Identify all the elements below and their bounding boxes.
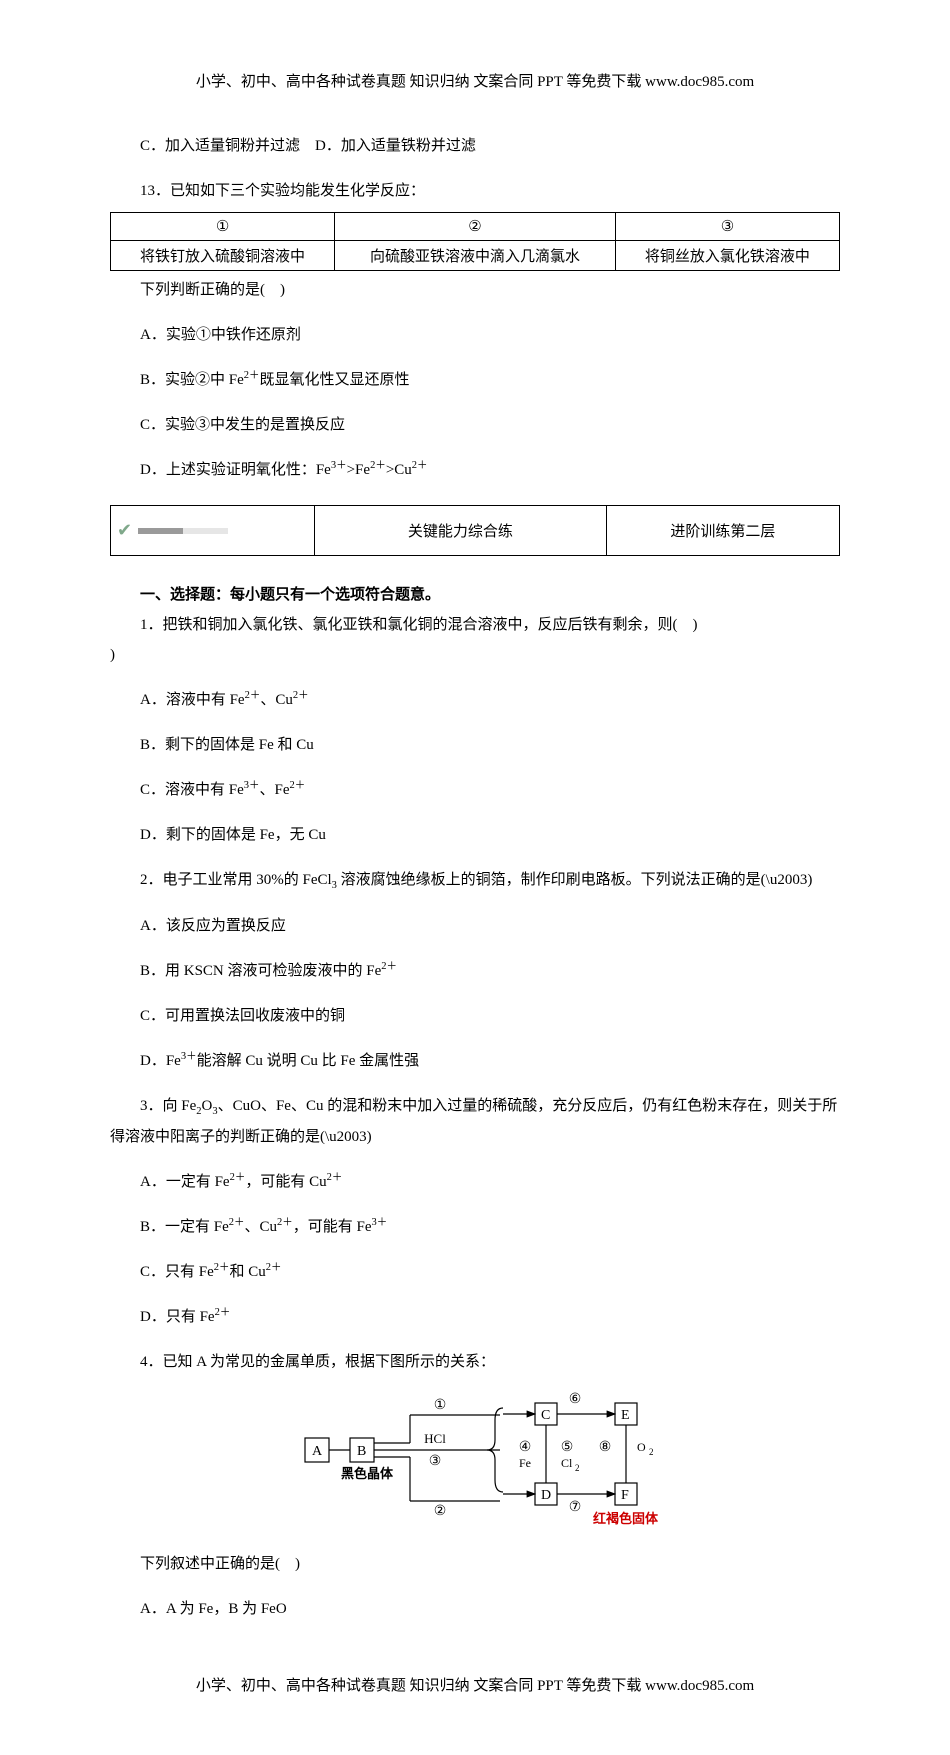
svg-text:Fe: Fe — [519, 1456, 531, 1470]
reaction-diagram: AB黑色晶体①②HCl③C⑥D⑦④⑤FeCl2EF⑧O2红褐色固体 — [110, 1383, 840, 1543]
q13-d-text: D．上述实验证明氧化性：Fe — [140, 462, 331, 478]
svg-text:C: C — [541, 1408, 550, 1423]
svg-text:B: B — [357, 1444, 366, 1459]
q3-option-d: D．只有 Fe2＋ — [110, 1302, 840, 1332]
svg-text:⑤: ⑤ — [561, 1440, 574, 1455]
q2-option-c: C．可用置换法回收废液中的铜 — [110, 1001, 840, 1031]
table-header-3: ③ — [615, 213, 839, 241]
section-box: ✔ 关键能力综合练 进阶训练第二层 — [110, 505, 840, 556]
q1-close-paren: ) — [110, 640, 840, 670]
progress-bar — [138, 528, 228, 534]
svg-text:⑦: ⑦ — [569, 1500, 582, 1515]
q2-option-d: D．Fe3＋能溶解 Cu 说明 Cu 比 Fe 金属性强 — [110, 1046, 840, 1076]
svg-text:①: ① — [434, 1398, 447, 1413]
q13-stem: 13．已知如下三个实验均能发生化学反应： — [110, 176, 840, 206]
svg-text:E: E — [621, 1408, 630, 1423]
svg-text:2: 2 — [649, 1447, 654, 1457]
table-header-1: ① — [111, 213, 335, 241]
table-cell-2: 向硫酸亚铁溶液中滴入几滴氯水 — [335, 241, 616, 271]
q2-option-b: B．用 KSCN 溶液可检验废液中的 Fe2＋ — [110, 956, 840, 986]
q1-option-a: A．溶液中有 Fe2＋、Cu2＋ — [110, 685, 840, 715]
svg-text:HCl: HCl — [424, 1431, 446, 1446]
page-footer: 小学、初中、高中各种试卷真题 知识归纳 文案合同 PPT 等免费下载 www.d… — [110, 1674, 840, 1695]
q1-option-b: B．剩下的固体是 Fe 和 Cu — [110, 730, 840, 760]
svg-text:红褐色固体: 红褐色固体 — [593, 1511, 659, 1526]
q3-stem: 3．向 Fe2O3、CuO、Fe、Cu 的混和粉末中加入过量的稀硫酸，充分反应后… — [110, 1091, 840, 1152]
svg-text:⑥: ⑥ — [569, 1392, 582, 1407]
svg-text:②: ② — [434, 1504, 447, 1519]
svg-text:③: ③ — [429, 1454, 442, 1469]
svg-text:④: ④ — [519, 1440, 532, 1455]
experiment-table: ① ② ③ 将铁钉放入硫酸铜溶液中 向硫酸亚铁溶液中滴入几滴氯水 将铜丝放入氯化… — [110, 212, 840, 271]
q13-question: 下列判断正确的是( ) — [110, 275, 840, 305]
svg-text:Cl: Cl — [561, 1456, 573, 1470]
svg-text:2: 2 — [575, 1463, 580, 1473]
q4-option-a: A．A 为 Fe，B 为 FeO — [110, 1594, 840, 1624]
q13-option-a: A．实验①中铁作还原剂 — [110, 320, 840, 350]
svg-text:D: D — [541, 1488, 551, 1503]
q13-option-b: B．实验②中 Fe2＋既显氧化性又显还原性 — [110, 365, 840, 395]
q1-stem: 1．把铁和铜加入氯化铁、氯化亚铁和氯化铜的混合溶液中，反应后铁有剩余，则( ) — [110, 610, 840, 640]
q2-stem: 2．电子工业常用 30%的 FeCl3 溶液腐蚀绝缘板上的铜箔，制作印刷电路板。… — [110, 865, 840, 896]
box-center: 关键能力综合练 — [315, 506, 607, 556]
q1-option-c: C．溶液中有 Fe3＋、Fe2＋ — [110, 775, 840, 805]
svg-text:A: A — [312, 1444, 323, 1459]
q4-stem: 下列叙述中正确的是( ) — [110, 1549, 840, 1579]
table-cell-1: 将铁钉放入硫酸铜溶液中 — [111, 241, 335, 271]
q3-option-c: C．只有 Fe2＋和 Cu2＋ — [110, 1257, 840, 1287]
q13-option-d: D．上述实验证明氧化性：Fe3＋>Fe2＋>Cu2＋ — [110, 455, 840, 485]
svg-text:黑色晶体: 黑色晶体 — [341, 1466, 394, 1481]
table-header-2: ② — [335, 213, 616, 241]
q13-option-c: C．实验③中发生的是置换反应 — [110, 410, 840, 440]
section1-title: 一、选择题：每小题只有一个选项符合题意。 — [110, 580, 840, 610]
page-header: 小学、初中、高中各种试卷真题 知识归纳 文案合同 PPT 等免费下载 www.d… — [110, 70, 840, 91]
box-right: 进阶训练第二层 — [606, 506, 839, 556]
table-cell-3: 将铜丝放入氯化铁溶液中 — [615, 241, 839, 271]
check-icon: ✔ — [117, 520, 132, 541]
svg-text:⑧: ⑧ — [599, 1440, 612, 1455]
q3-option-b: B．一定有 Fe2＋、Cu2＋，可能有 Fe3＋ — [110, 1212, 840, 1242]
q3-option-a: A．一定有 Fe2＋，可能有 Cu2＋ — [110, 1167, 840, 1197]
option-c-d: C．加入适量铜粉并过滤 D．加入适量铁粉并过滤 — [110, 131, 840, 161]
svg-text:O: O — [637, 1440, 646, 1454]
q2-option-a: A．该反应为置换反应 — [110, 911, 840, 941]
progress-cell: ✔ — [111, 506, 315, 556]
q4-lead: 4．已知 A 为常见的金属单质，根据下图所示的关系： — [110, 1347, 840, 1377]
q1-option-d: D．剩下的固体是 Fe，无 Cu — [110, 820, 840, 850]
svg-text:F: F — [621, 1488, 629, 1503]
